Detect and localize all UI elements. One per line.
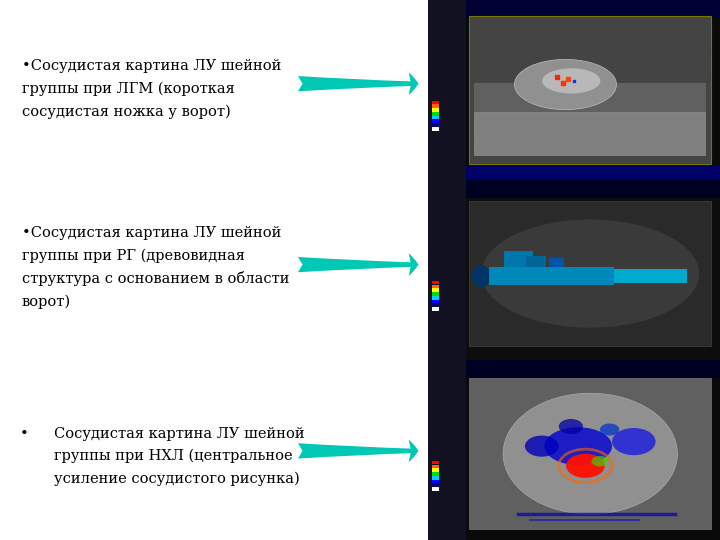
FancyBboxPatch shape [432,123,439,127]
Ellipse shape [472,265,491,287]
FancyBboxPatch shape [428,360,720,378]
FancyBboxPatch shape [469,378,711,529]
FancyBboxPatch shape [428,0,467,180]
Text: группы при НХЛ (центральное: группы при НХЛ (центральное [54,449,292,463]
FancyBboxPatch shape [469,201,711,346]
Ellipse shape [503,393,678,514]
FancyBboxPatch shape [474,83,706,112]
Ellipse shape [600,423,619,436]
FancyBboxPatch shape [428,0,720,180]
FancyBboxPatch shape [469,16,711,164]
FancyBboxPatch shape [428,180,720,360]
FancyBboxPatch shape [432,303,439,307]
FancyBboxPatch shape [428,360,720,540]
Ellipse shape [566,454,605,478]
Ellipse shape [482,219,699,328]
FancyBboxPatch shape [549,258,564,267]
FancyBboxPatch shape [614,269,687,284]
Ellipse shape [525,436,559,457]
FancyBboxPatch shape [428,166,720,180]
FancyBboxPatch shape [432,483,439,487]
FancyBboxPatch shape [432,112,439,116]
FancyBboxPatch shape [489,267,614,285]
Text: структура с основанием в области: структура с основанием в области [22,271,289,286]
FancyBboxPatch shape [428,180,720,198]
FancyBboxPatch shape [432,105,439,108]
FancyBboxPatch shape [432,288,439,292]
Text: •: • [20,427,29,441]
FancyBboxPatch shape [504,251,533,267]
FancyBboxPatch shape [432,285,439,288]
Text: группы при ЛГМ (короткая: группы при ЛГМ (короткая [22,82,234,96]
FancyBboxPatch shape [432,472,439,476]
FancyBboxPatch shape [474,112,706,156]
FancyBboxPatch shape [432,127,439,131]
FancyBboxPatch shape [432,468,439,472]
FancyBboxPatch shape [432,461,439,464]
FancyBboxPatch shape [432,119,439,123]
FancyBboxPatch shape [432,116,439,119]
FancyBboxPatch shape [428,0,720,18]
Ellipse shape [559,419,583,434]
Text: •Сосудистая картина ЛУ шейной: •Сосудистая картина ЛУ шейной [22,226,281,240]
Text: усиление сосудистого рисунка): усиление сосудистого рисунка) [54,472,300,486]
FancyBboxPatch shape [432,465,439,468]
Ellipse shape [514,59,616,110]
Ellipse shape [612,428,656,455]
FancyBboxPatch shape [432,281,439,285]
Text: •Сосудистая картина ЛУ шейной: •Сосудистая картина ЛУ шейной [22,59,281,73]
FancyBboxPatch shape [432,487,439,491]
Text: Сосудистая картина ЛУ шейной: Сосудистая картина ЛУ шейной [54,427,305,441]
FancyBboxPatch shape [428,180,467,360]
Ellipse shape [591,456,608,467]
FancyBboxPatch shape [432,296,439,300]
FancyBboxPatch shape [428,360,467,540]
Text: ворот): ворот) [22,294,71,308]
FancyBboxPatch shape [432,108,439,112]
FancyBboxPatch shape [432,292,439,296]
FancyBboxPatch shape [432,101,439,104]
Ellipse shape [544,427,612,465]
FancyBboxPatch shape [432,300,439,303]
FancyBboxPatch shape [432,307,439,311]
FancyBboxPatch shape [432,480,439,483]
FancyBboxPatch shape [432,476,439,480]
FancyBboxPatch shape [526,256,546,267]
Text: группы при РГ (древовидная: группы при РГ (древовидная [22,249,245,263]
Ellipse shape [542,69,600,93]
Text: сосудистая ножка у ворот): сосудистая ножка у ворот) [22,105,230,119]
